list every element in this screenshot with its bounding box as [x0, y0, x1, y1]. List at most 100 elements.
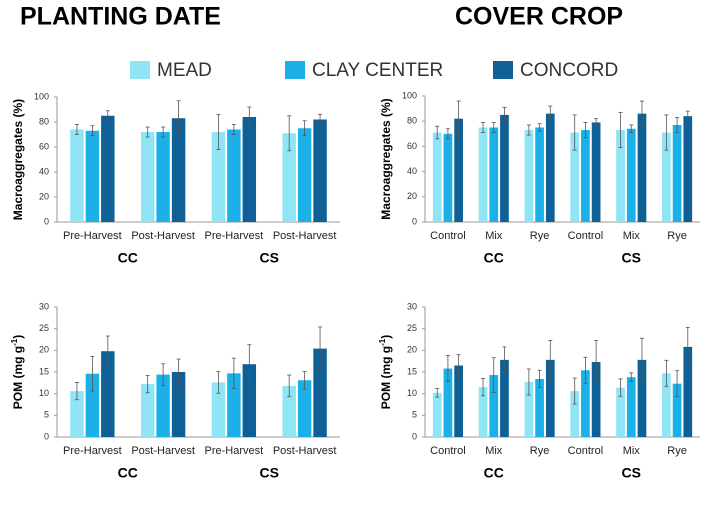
x-tick-label: Rye — [667, 230, 687, 242]
bar — [432, 392, 442, 437]
y-tick-label: 40 — [39, 166, 49, 176]
bar — [489, 375, 499, 437]
bar — [535, 127, 544, 222]
error-bar — [247, 106, 252, 128]
bar — [545, 359, 555, 437]
bar — [227, 129, 241, 222]
error-bar — [231, 124, 236, 135]
error-bar — [176, 358, 181, 386]
x-tick-label: Control — [430, 445, 465, 457]
error-bar — [548, 339, 553, 380]
y-tick-label: 25 — [407, 323, 417, 333]
y-axis-label-part: -1 — [378, 338, 387, 346]
x-tick-label: Pre-Harvest — [63, 445, 122, 457]
bar — [524, 381, 534, 437]
bar — [227, 373, 241, 437]
bar — [156, 374, 170, 437]
error-bar — [74, 124, 79, 135]
bar — [140, 384, 155, 437]
bar — [85, 130, 100, 222]
bar — [297, 380, 312, 437]
bar — [313, 119, 327, 222]
error-bar — [526, 368, 531, 396]
x-tick-label: Control — [568, 230, 603, 242]
bar — [626, 377, 636, 437]
error-bar — [664, 359, 669, 387]
x-tick-label: Post-Harvest — [273, 445, 337, 457]
error-bar — [161, 363, 166, 386]
x-tick-label: Mix — [485, 445, 503, 457]
bar — [662, 132, 671, 222]
x-tick-label: Pre-Harvest — [63, 230, 122, 242]
error-bar — [572, 377, 577, 405]
bar — [616, 387, 625, 437]
column-title: COVER CROP — [455, 3, 623, 31]
y-tick-label: 100 — [402, 90, 417, 100]
bar — [545, 113, 555, 222]
x-tick-label: Control — [430, 230, 465, 242]
error-bar — [583, 122, 588, 138]
bar — [443, 133, 453, 222]
error-bar — [685, 326, 690, 367]
error-bar — [90, 125, 95, 137]
y-axis-label: POM (mg g-1) — [10, 335, 26, 409]
y-axis-label: POM (mg g-1) — [378, 335, 394, 409]
error-bar — [618, 378, 623, 397]
error-bar — [685, 110, 690, 122]
legend-swatch — [285, 61, 305, 79]
error-bar — [526, 124, 531, 136]
bar — [282, 133, 296, 222]
bar — [282, 385, 296, 437]
error-bar — [481, 378, 486, 397]
bar — [313, 348, 327, 437]
bar — [626, 128, 636, 222]
bar — [581, 130, 590, 222]
error-bar — [176, 100, 181, 137]
x-tick-label: Rye — [530, 445, 550, 457]
error-bar — [247, 344, 252, 385]
error-bar — [594, 118, 599, 127]
y-tick-label: 60 — [407, 141, 417, 151]
bar — [211, 382, 226, 437]
y-tick-label: 0 — [412, 431, 417, 441]
error-bar — [481, 122, 486, 133]
y-axis-label-part: ) — [379, 335, 393, 339]
y-tick-label: 20 — [407, 191, 417, 201]
y-axis-label-part: -1 — [10, 338, 19, 346]
y-tick-label: 10 — [407, 388, 417, 398]
bar — [140, 132, 155, 222]
y-tick-label: 15 — [39, 366, 49, 376]
legend-swatch — [493, 61, 513, 79]
error-bar — [145, 126, 150, 138]
x-tick-label: Pre-Harvest — [205, 445, 264, 457]
bar — [297, 128, 312, 222]
error-bar — [445, 128, 450, 140]
error-bar — [618, 111, 623, 149]
error-bar — [456, 354, 461, 377]
bar — [591, 122, 601, 222]
bar — [581, 370, 590, 437]
group-label: CS — [260, 250, 279, 266]
bar — [101, 351, 115, 437]
x-tick-label: Mix — [623, 445, 641, 457]
y-tick-label: 40 — [407, 166, 417, 176]
x-tick-label: Mix — [485, 230, 503, 242]
bar — [637, 359, 647, 437]
error-bar — [302, 120, 307, 137]
error-bar — [629, 124, 634, 133]
bar — [672, 124, 682, 222]
bar — [524, 130, 534, 222]
error-bar — [629, 372, 634, 382]
error-bar — [572, 114, 577, 151]
x-tick-label: Pre-Harvest — [205, 230, 264, 242]
y-axis-label: Macroaggregates (%) — [11, 99, 25, 220]
y-tick-label: 0 — [412, 216, 417, 226]
bar — [478, 387, 488, 437]
bar — [570, 132, 580, 222]
error-bar — [435, 125, 440, 140]
error-bar — [537, 123, 542, 132]
error-bar — [548, 105, 553, 122]
error-bar — [435, 388, 440, 398]
error-bar — [502, 346, 507, 374]
error-bar — [318, 326, 323, 371]
